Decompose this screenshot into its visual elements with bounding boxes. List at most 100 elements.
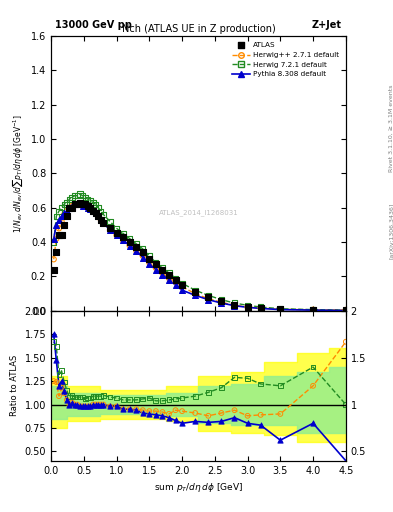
Point	[114, 229, 120, 238]
Point	[173, 274, 179, 282]
Point	[53, 212, 59, 220]
Point	[98, 207, 104, 215]
Point	[61, 209, 67, 217]
Point	[114, 231, 120, 239]
Point	[90, 207, 96, 215]
Point	[84, 195, 91, 203]
Point	[107, 224, 113, 232]
Point	[72, 200, 78, 208]
Point	[166, 271, 172, 279]
Point	[231, 302, 238, 310]
Point	[257, 380, 264, 388]
Point	[310, 306, 316, 314]
Point	[98, 216, 104, 224]
Point	[343, 306, 349, 314]
Point	[133, 406, 140, 414]
Point	[218, 295, 224, 304]
Text: 13000 GeV pp: 13000 GeV pp	[55, 20, 132, 30]
Point	[92, 209, 99, 217]
Point	[100, 210, 107, 219]
Point	[133, 405, 140, 413]
Point	[66, 400, 73, 409]
Point	[114, 224, 120, 232]
Point	[153, 397, 159, 405]
Point	[146, 407, 152, 415]
Point	[53, 356, 59, 365]
Point	[140, 252, 146, 260]
Point	[114, 394, 120, 402]
Point	[100, 219, 107, 227]
Text: ATLAS_2014_I1268031: ATLAS_2014_I1268031	[159, 209, 238, 217]
Point	[92, 209, 99, 217]
Point	[82, 202, 88, 210]
Point	[343, 306, 349, 314]
Point	[59, 231, 65, 239]
Point	[72, 200, 78, 208]
Point	[59, 204, 65, 212]
Point	[95, 212, 101, 220]
Point	[84, 204, 91, 212]
Point	[66, 204, 73, 212]
Point	[244, 303, 251, 311]
Point	[64, 199, 70, 207]
Point	[98, 216, 104, 224]
Point	[90, 207, 96, 215]
Point	[98, 392, 104, 400]
Point	[192, 392, 198, 400]
Point	[218, 297, 224, 306]
Point	[343, 337, 349, 346]
Point	[159, 269, 165, 277]
Point	[74, 400, 81, 409]
Point	[140, 248, 146, 257]
Point	[95, 212, 101, 220]
Point	[133, 247, 140, 255]
Point	[100, 219, 107, 227]
Point	[244, 374, 251, 382]
Point	[107, 402, 113, 411]
Point	[79, 202, 86, 210]
Point	[51, 265, 57, 273]
Point	[51, 255, 57, 263]
Point	[231, 406, 238, 414]
Point	[127, 242, 133, 250]
Point	[244, 303, 251, 311]
Point	[173, 278, 179, 286]
Point	[92, 200, 99, 208]
Point	[120, 229, 126, 238]
Point	[92, 209, 99, 217]
Point	[140, 253, 146, 262]
Point	[153, 411, 159, 419]
Point	[107, 393, 113, 401]
Point	[72, 400, 78, 409]
Point	[74, 200, 81, 208]
Point	[231, 414, 238, 422]
Point	[100, 391, 107, 399]
Point	[127, 405, 133, 413]
Point	[98, 400, 104, 409]
Point	[218, 409, 224, 417]
Text: Z+Jet: Z+Jet	[312, 20, 342, 30]
Point	[231, 299, 238, 307]
Point	[153, 265, 159, 273]
Point	[61, 378, 67, 386]
Point	[74, 200, 81, 208]
Point	[53, 248, 59, 257]
Point	[166, 274, 172, 282]
Point	[133, 240, 140, 248]
Point	[166, 396, 172, 404]
Point	[59, 212, 65, 220]
Point	[95, 400, 101, 409]
Point	[146, 252, 152, 260]
Point	[120, 236, 126, 244]
Point	[66, 393, 73, 401]
Point	[192, 417, 198, 425]
Point	[87, 197, 94, 205]
Point	[56, 224, 62, 232]
Point	[231, 373, 238, 381]
Point	[179, 279, 185, 287]
Point	[218, 383, 224, 392]
Point	[82, 194, 88, 202]
Point	[120, 405, 126, 413]
Point	[72, 400, 78, 409]
Point	[205, 295, 211, 304]
